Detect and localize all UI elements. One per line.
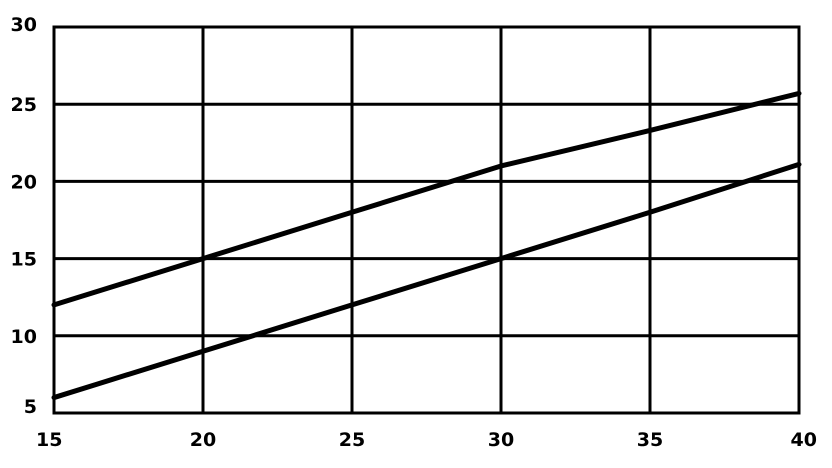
- y-tick-label: 10: [11, 326, 37, 348]
- x-tick-label: 25: [339, 429, 365, 451]
- y-tick-label: 20: [11, 171, 37, 193]
- series-line-2: [51, 161, 802, 401]
- plot-frame: [52, 25, 801, 415]
- y-tick-label: 15: [11, 249, 37, 271]
- y-tick-label: 25: [11, 94, 37, 116]
- series-lines: [51, 90, 802, 401]
- vertical-gridlines: [52, 27, 801, 413]
- x-tick-label: 15: [36, 429, 62, 451]
- x-tick-label: 40: [791, 429, 817, 451]
- y-tick-label: 5: [24, 396, 37, 418]
- horizontal-gridlines: [54, 25, 799, 415]
- x-tick-label: 30: [488, 429, 514, 451]
- x-axis-tick-labels: 15 20 25 30 35 40: [36, 429, 817, 451]
- y-tick-label: 30: [11, 14, 37, 36]
- x-tick-label: 20: [190, 429, 216, 451]
- series-line-1: [51, 90, 802, 308]
- x-tick-label: 35: [637, 429, 663, 451]
- y-axis-tick-labels: 5 10 15 20 25 30: [11, 14, 37, 418]
